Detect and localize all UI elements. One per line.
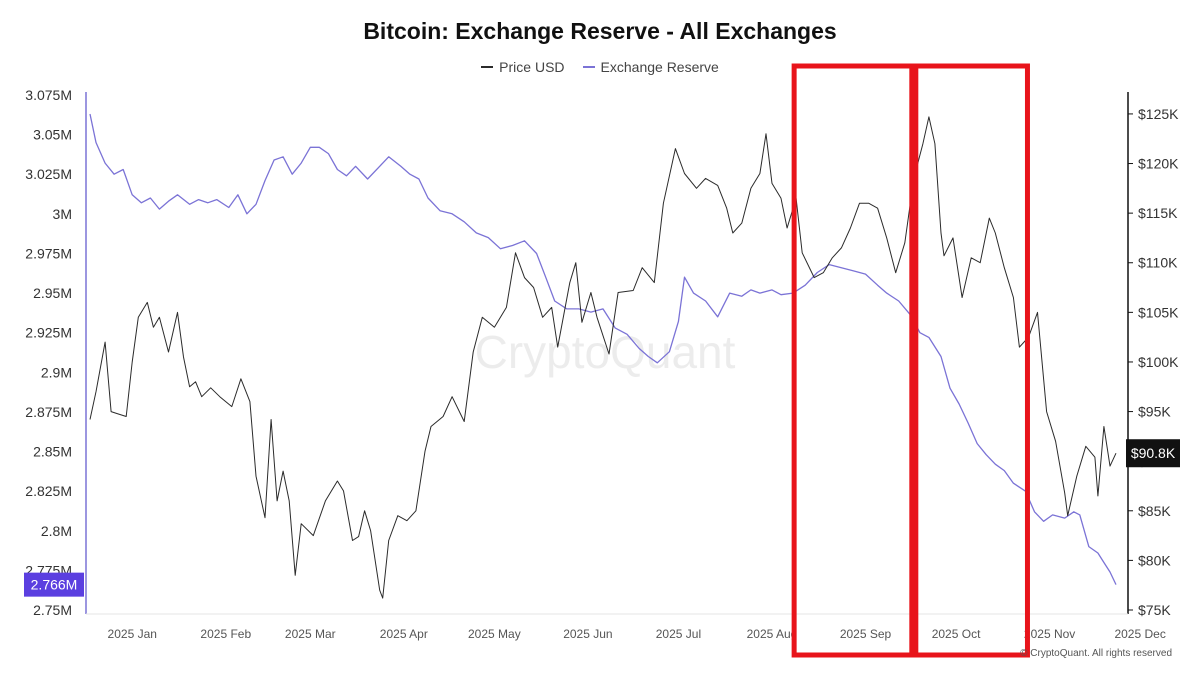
right-tick-label: $95K xyxy=(1138,404,1171,420)
right-value-badge xyxy=(1126,439,1180,468)
axes: 3.075M 3.05M 3.025M 3M 2.975M 2.95M 2.925M 2.9M… xyxy=(25,87,1179,641)
left-value-badge xyxy=(24,572,84,597)
exchange-reserve-line xyxy=(89,113,1117,585)
right-tick-label: $125K xyxy=(1138,106,1179,122)
left-tick-label: 3.075M xyxy=(25,87,72,103)
left-tick-label: 2.875M xyxy=(25,404,72,420)
right-tick-label: $100K xyxy=(1138,354,1179,370)
x-tick-label: 2025 Sep xyxy=(840,627,892,641)
left-tick-label: 3.025M xyxy=(25,166,72,182)
right-tick-label: $105K xyxy=(1138,304,1179,320)
x-tick-label: 2025 Aug xyxy=(747,627,798,641)
watermark: CryptoQuant xyxy=(475,326,736,378)
left-tick-label: 2.75M xyxy=(33,602,72,618)
left-tick-label: 2.9M xyxy=(41,364,72,380)
copyright-note: © CryptoQuant. All rights reserved xyxy=(1020,648,1172,659)
left-value-badge-label: 2.766M xyxy=(31,577,78,593)
left-tick-label: 2.925M xyxy=(25,325,72,341)
left-tick-label: 3M xyxy=(53,206,72,222)
right-tick-label: $120K xyxy=(1138,156,1179,172)
legend-label-reserve: Exchange Reserve xyxy=(600,59,719,75)
right-tick-label: $80K xyxy=(1138,552,1171,568)
legend-item-reserve[interactable]: Exchange Reserve xyxy=(582,59,719,75)
chart-title: Bitcoin: Exchange Reserve - All Exchange… xyxy=(363,18,837,44)
legend-swatch-reserve xyxy=(582,66,595,68)
left-tick-label: 3.05M xyxy=(33,127,72,143)
left-tick-label: 2.975M xyxy=(25,245,72,261)
left-tick-label: 2.85M xyxy=(33,444,72,460)
left-tick-label: 2.8M xyxy=(41,523,72,539)
x-tick-label: 2025 May xyxy=(468,627,521,641)
highlight-box-1 xyxy=(791,63,919,658)
left-tick-label: 2.825M xyxy=(25,483,72,499)
legend-item-price[interactable]: Price USD xyxy=(481,59,565,75)
x-tick-label: 2025 Feb xyxy=(200,627,251,641)
right-value-badge-label: $90.8K xyxy=(1131,445,1176,461)
right-tick-label: $110K xyxy=(1138,255,1178,271)
series-layer xyxy=(89,113,1117,599)
highlight-boxes xyxy=(791,63,1030,658)
x-tick-label: 2025 Jan xyxy=(108,627,157,641)
x-tick-label: 2025 Dec xyxy=(1114,627,1165,641)
x-tick-label: 2025 Jul xyxy=(656,627,701,641)
x-tick-label: 2025 Mar xyxy=(285,627,336,641)
x-tick-label: 2025 Jun xyxy=(563,627,612,641)
x-tick-label: 2025 Oct xyxy=(932,627,981,641)
legend: Price USD Exchange Reserve xyxy=(0,59,1200,75)
x-tick-label: 2025 Apr xyxy=(380,627,428,641)
legend-label-price: Price USD xyxy=(499,59,565,75)
left-tick-label: 2.95M xyxy=(33,285,72,301)
value-badges: 2.766M $90.8K xyxy=(24,439,1180,597)
right-tick-label: $75K xyxy=(1138,602,1171,618)
right-tick-label: $115K xyxy=(1138,205,1178,221)
legend-swatch-price xyxy=(481,66,494,68)
highlight-box-2 xyxy=(909,63,1030,658)
price-usd-line xyxy=(89,116,1117,599)
right-tick-label: $85K xyxy=(1138,503,1171,519)
x-tick-label: 2025 Nov xyxy=(1024,627,1075,641)
